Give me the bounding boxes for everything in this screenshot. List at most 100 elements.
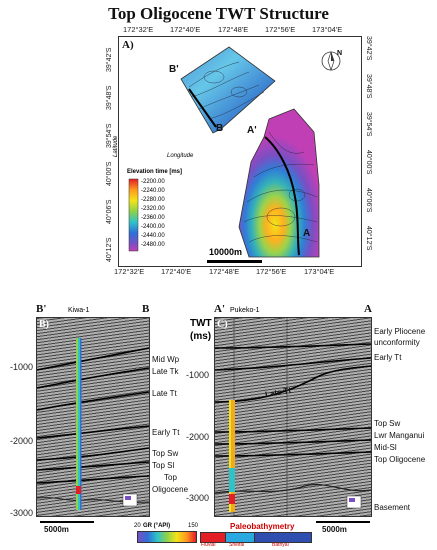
map-line-bb (188, 88, 217, 128)
section-b-panel-label: B) (39, 319, 49, 330)
legend-value: -2280.00 (141, 197, 165, 203)
paleo-item-label: Shelfal (229, 542, 245, 548)
section-c-left-end: A' (214, 303, 225, 315)
section-c-panel-label: C) (217, 319, 228, 330)
section-c-well: Pukeko-1 (230, 307, 260, 314)
map-scale-label: 10000m (209, 247, 243, 257)
paleo-item-label: Bathyal (272, 542, 289, 548)
map-svg (128, 46, 341, 263)
map-panel-label: A) (122, 39, 134, 51)
section-b-horizon-label: Late Tt (152, 389, 177, 398)
map-scale-bar (207, 260, 262, 263)
map-left-tick: 39°48'S (106, 85, 113, 110)
legend-value: -2440.00 (141, 233, 165, 239)
map-right-tick: 40°00'S (365, 150, 372, 175)
section-c-axis-unit: (ms) (190, 331, 212, 342)
section-b-horizon-label: Mid Wp (152, 355, 180, 364)
north-arrow-icon (321, 50, 341, 72)
map-top-tick: 172°40'E (170, 25, 201, 34)
section-b-left-end: B' (36, 303, 47, 315)
section-c-depth-tick: -2000 (186, 432, 210, 442)
section-b-horizon-label: Late Tk (152, 367, 179, 376)
map-bottom-tick: 172°48'E (209, 267, 240, 276)
map-line-aa (264, 136, 300, 256)
map-block-b (180, 46, 276, 134)
section-c-horizon-label: unconformity (374, 338, 420, 347)
map-bottom-tick: 172°32'E (114, 267, 145, 276)
section-b-horizon-label: Top Sl (152, 461, 175, 470)
gr-colorbar (137, 531, 197, 543)
map-bottom-tick: 173°04'E (304, 267, 335, 276)
map-top-tick: 172°56'E (265, 25, 296, 34)
section-c-axis-title: TWT (190, 318, 212, 329)
map-left-tick: 40°12'S (106, 237, 113, 262)
page-title: Top Oligocene TWT Structure (108, 4, 329, 23)
section-b-well-log (76, 338, 81, 510)
map-top-tick: 172°32'E (123, 25, 154, 34)
section-c-horizon-label: Basement (374, 503, 411, 512)
map-right-tick: 39°42'S (365, 36, 372, 61)
section-b-depth-tick: -3000 (10, 508, 34, 518)
map-right-tick: 40°12'S (365, 226, 372, 251)
map-label-a: A (303, 228, 311, 239)
paleo-title: Paleobathymetry (230, 522, 295, 531)
legend-values: -2200.00 -2240.00 -2280.00 -2320.00 -236… (141, 179, 191, 251)
map-left-tick: 39°42'S (106, 47, 113, 72)
section-c-depth-tick: -3000 (186, 493, 210, 503)
map-right-tick: 39°48'S (365, 74, 372, 99)
section-c-right-end: A (364, 303, 372, 315)
map-label-b: B (216, 123, 224, 134)
section-c-horizon-label: Lwr Manganui (374, 431, 425, 440)
map-left-tick: 40°06'S (106, 199, 113, 224)
section-b-depth-tick: -2000 (10, 436, 34, 446)
section-b-right-end: B (142, 303, 150, 315)
legend-value: -2480.00 (141, 242, 165, 248)
legend-title: Elevation time [ms] (127, 169, 183, 175)
map-label-aprime: A' (247, 125, 257, 136)
paleo-item-label: Fluvial (201, 542, 216, 548)
section-c-horizon-label: Top Oligocene (374, 455, 426, 464)
section-c-horizon-label: Early Tt (374, 353, 402, 362)
section-c-horizon-label: Early Pliocene (374, 327, 426, 336)
gr-min: 20 (134, 523, 141, 529)
map-top-tick: 173°04'E (312, 25, 343, 34)
map-bottom-tick: 172°56'E (256, 267, 287, 276)
paleo-swatch-bathyal (254, 532, 312, 543)
section-b-depth-tick: -1000 (10, 362, 34, 372)
section-b-seismic: B) (36, 317, 150, 517)
section-b-horizon-label: Early Tt (152, 428, 180, 437)
elevation-legend: Elevation time [ms] (127, 169, 207, 175)
map-panel: A) (113, 36, 362, 267)
map-bottom-tick: 172°40'E (161, 267, 192, 276)
map-label-bprime: B' (169, 64, 179, 75)
section-c-depth-tick: -1000 (186, 370, 210, 380)
map-ylabel: Latitude (113, 135, 119, 157)
section-b-well: Kiwa-1 (68, 307, 90, 314)
section-b-horizon-label: Top Sw (152, 449, 179, 458)
section-b-horizons-svg (37, 338, 149, 510)
map-block-a (238, 108, 320, 258)
gr-label: GR (°API) (143, 523, 171, 529)
north-label: N (337, 50, 343, 57)
section-c-scale-label: 5000m (322, 525, 347, 534)
section-c-scale-bar (316, 521, 370, 523)
section-b-scale-bar (40, 521, 94, 523)
section-b-horizon-label: Oligocene (152, 485, 189, 494)
map-right-tick: 39°54'S (365, 112, 372, 137)
section-b-horizon-label: Top (164, 473, 177, 482)
section-b-scale-label: 5000m (44, 525, 69, 534)
legend-value: -2320.00 (141, 206, 165, 212)
map-right-tick: 40°06'S (365, 188, 372, 213)
legend-value: -2400.00 (141, 224, 165, 230)
map-xlabel: Longitude (167, 153, 194, 159)
legend-value: -2360.00 (141, 215, 165, 221)
section-c-horizons-svg (215, 318, 371, 516)
map-top-tick: 172°48'E (218, 25, 249, 34)
section-c-horizon-label: Mid-Sl (374, 443, 397, 452)
legend-colorbar (128, 178, 139, 252)
map-left-tick: 40°00'S (106, 161, 113, 186)
section-c-well-log (229, 400, 235, 512)
section-c-horizon-label: Top Sw (374, 419, 401, 428)
map-left-tick: 39°54'S (106, 123, 113, 148)
gr-max: 150 (188, 523, 199, 529)
